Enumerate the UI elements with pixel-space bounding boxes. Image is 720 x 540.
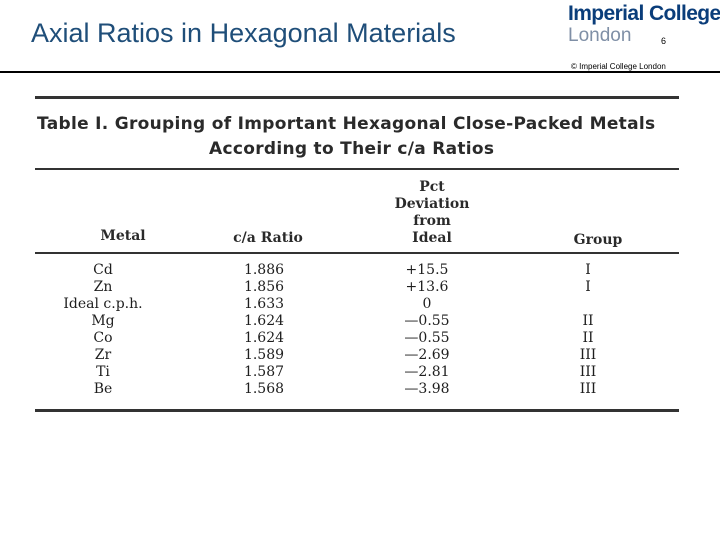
group-cell: III — [579, 347, 597, 363]
header-deviation-line-1: Pct — [419, 179, 445, 195]
imperial-college-logo: Imperial College London — [568, 2, 720, 48]
group-cell: I — [585, 262, 591, 278]
ratio-cell: 1.589 — [243, 347, 285, 363]
group-cell: II — [582, 330, 594, 346]
table-caption-line-1: Table I. Grouping of Important Hexagonal… — [37, 114, 656, 134]
metal-cell: Ti — [96, 364, 110, 380]
header-deviation-line-2: Deviation — [394, 196, 470, 212]
group-cell: III — [579, 381, 597, 397]
deviation-cell: —2.69 — [404, 347, 450, 363]
header-group: Group — [573, 232, 623, 248]
table-bottom-rule — [35, 409, 679, 412]
table-caption-line-2: According to Their c/a Ratios — [209, 139, 495, 159]
group-cell: II — [582, 313, 594, 329]
deviation-cell: 0 — [422, 296, 432, 312]
ratio-cell: 1.633 — [243, 296, 285, 312]
metal-cell: Cd — [93, 262, 113, 278]
ratio-cell: 1.624 — [243, 313, 285, 329]
deviation-cell: —0.55 — [404, 330, 450, 346]
scanned-table: Table I. Grouping of Important Hexagonal… — [31, 86, 683, 436]
deviation-cell: —2.81 — [404, 364, 450, 380]
group-cell: III — [579, 364, 597, 380]
header-ca-ratio: c/a Ratio — [233, 230, 303, 246]
header-deviation-line-4: Ideal — [412, 230, 452, 246]
metal-cell: Zr — [94, 347, 112, 363]
table-top-rule — [35, 96, 679, 99]
slide-title: Axial Ratios in Hexagonal Materials — [31, 18, 456, 48]
header-metal: Metal — [100, 228, 146, 244]
deviation-cell: +13.6 — [405, 279, 449, 295]
ratio-cell: 1.624 — [243, 330, 285, 346]
logo-line-2: London — [568, 25, 632, 46]
header-divider — [0, 71, 720, 73]
metal-cell: Ideal c.p.h. — [63, 296, 143, 312]
ratio-cell: 1.587 — [243, 364, 285, 380]
table-caption: Table I. Grouping of Important Hexagonal… — [37, 112, 681, 162]
metal-cell: Zn — [93, 279, 113, 295]
caption-rule — [35, 168, 679, 170]
header-deviation-line-3: from — [413, 213, 451, 229]
deviation-cell: —3.98 — [404, 381, 450, 397]
copyright-notice: © Imperial College London — [571, 62, 666, 71]
ratio-cell: 1.568 — [243, 381, 285, 397]
header-rule — [35, 252, 679, 254]
group-cell: I — [585, 279, 591, 295]
metal-cell: Mg — [91, 313, 115, 329]
page-number: 6 — [661, 36, 667, 46]
logo-line-1: Imperial College — [568, 2, 720, 25]
deviation-cell: —0.55 — [404, 313, 450, 329]
metal-cell: Co — [93, 330, 113, 346]
ratio-cell: 1.886 — [243, 262, 285, 278]
ratio-cell: 1.856 — [243, 279, 285, 295]
metal-cell: Be — [93, 381, 113, 397]
deviation-cell: +15.5 — [405, 262, 449, 278]
header-deviation: Pct Deviation from Ideal — [372, 179, 492, 247]
